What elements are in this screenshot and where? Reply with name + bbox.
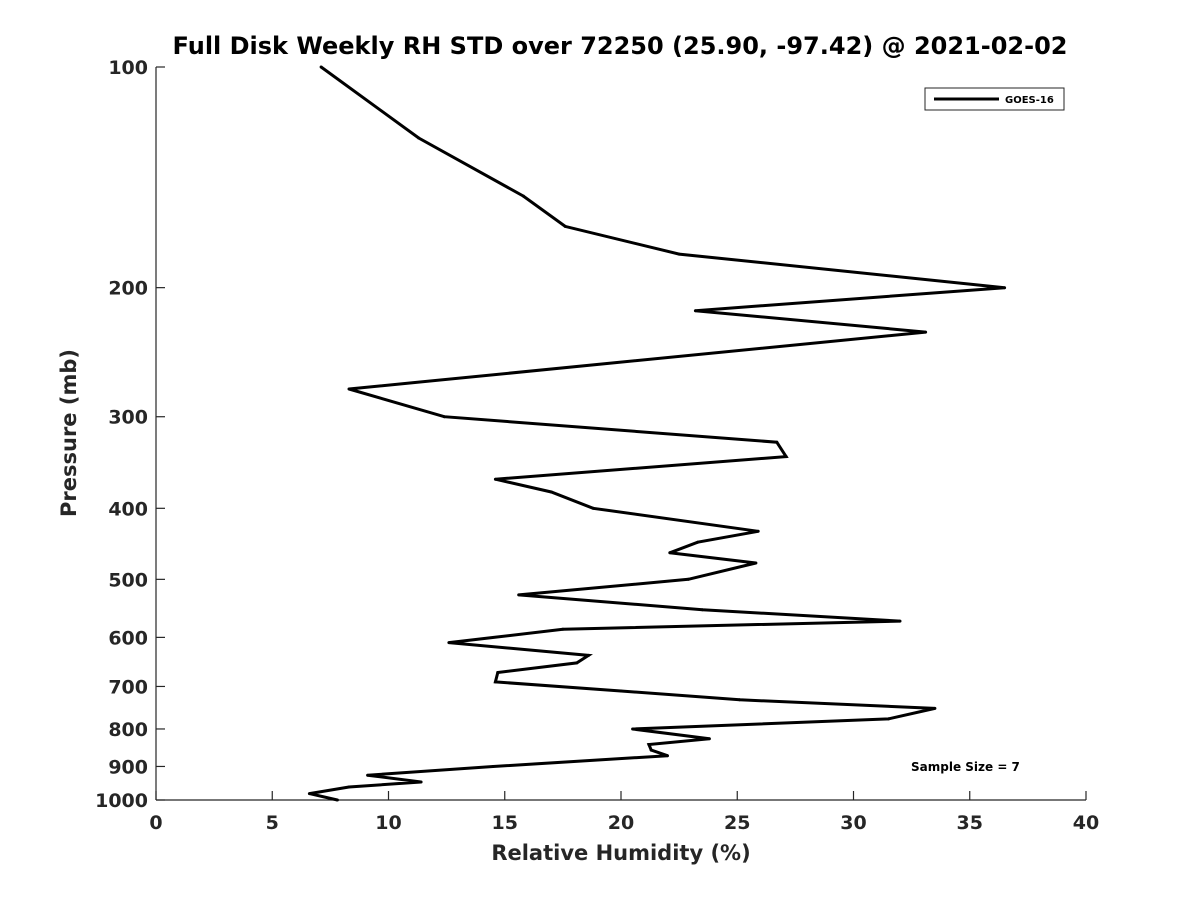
data-point	[563, 224, 567, 228]
x-tick-label: 30	[840, 812, 866, 834]
data-point	[898, 619, 902, 623]
y-tick-label: 700	[108, 676, 148, 698]
data-point	[493, 680, 497, 684]
y-axis-ticks: 100 200 300 400 500 600 700 800 900 1000	[95, 57, 165, 812]
plot-area	[156, 67, 1086, 800]
data-point	[307, 792, 311, 796]
data-point	[700, 608, 704, 612]
data-point	[517, 593, 521, 597]
data-point	[677, 252, 681, 256]
x-axis-label: Relative Humidity (%)	[491, 841, 750, 865]
y-tick-label: 400	[108, 498, 148, 520]
data-point	[696, 540, 700, 544]
data-point	[686, 577, 690, 581]
y-tick-label: 200	[108, 278, 148, 300]
y-tick-label: 1000	[95, 790, 148, 812]
legend-entry-goes-16: GOES-16	[1005, 95, 1054, 106]
data-point	[442, 415, 446, 419]
data-point	[754, 561, 758, 565]
data-point	[347, 387, 351, 391]
data-point	[693, 309, 697, 313]
data-point	[707, 737, 711, 741]
data-point	[933, 706, 937, 710]
data-point	[924, 330, 928, 334]
y-tick-label: 500	[108, 569, 148, 591]
x-tick-label: 25	[724, 812, 750, 834]
data-point	[417, 136, 421, 140]
data-point	[561, 627, 565, 631]
x-tick-label: 20	[608, 812, 634, 834]
data-point	[491, 765, 495, 768]
data-point	[575, 661, 579, 665]
data-point	[775, 440, 779, 444]
data-point	[587, 653, 590, 657]
data-point	[347, 785, 351, 789]
data-point	[447, 641, 451, 645]
data-point	[647, 743, 651, 746]
data-point	[784, 455, 788, 459]
sample-size-annotation: Sample Size = 7	[911, 760, 1020, 774]
x-tick-label: 5	[266, 812, 279, 834]
data-point	[496, 671, 500, 674]
x-tick-label: 40	[1073, 812, 1099, 834]
data-point	[666, 754, 669, 758]
data-point	[319, 65, 323, 69]
y-axis-label: Pressure (mb)	[57, 349, 81, 517]
data-point	[335, 798, 339, 802]
y-tick-label: 600	[108, 627, 148, 649]
data-point	[549, 490, 553, 494]
data-point	[366, 773, 370, 777]
x-tick-label: 35	[957, 812, 983, 834]
data-point	[493, 477, 497, 481]
legend: GOES-16	[924, 87, 1065, 111]
y-tick-label: 300	[108, 407, 148, 429]
y-tick-label: 900	[108, 756, 148, 778]
y-tick-label: 100	[108, 57, 148, 79]
data-point	[631, 727, 635, 731]
data-point	[1003, 286, 1007, 290]
data-point	[649, 748, 653, 752]
data-point	[668, 551, 672, 555]
data-point	[591, 506, 595, 510]
data-point	[521, 194, 525, 198]
series-points	[307, 65, 1007, 802]
x-tick-label: 10	[375, 812, 401, 834]
data-point	[886, 717, 890, 721]
x-tick-label: 0	[149, 812, 162, 834]
data-point	[619, 689, 623, 693]
data-point	[738, 698, 742, 702]
x-axis-ticks: 0 5 10 15 20 25 30 35 40	[149, 791, 1099, 834]
chart-title: Full Disk Weekly RH STD over 72250 (25.9…	[173, 32, 1068, 60]
y-tick-label: 800	[108, 719, 148, 741]
data-point	[756, 529, 760, 533]
data-point	[419, 780, 423, 784]
x-tick-label: 15	[492, 812, 518, 834]
